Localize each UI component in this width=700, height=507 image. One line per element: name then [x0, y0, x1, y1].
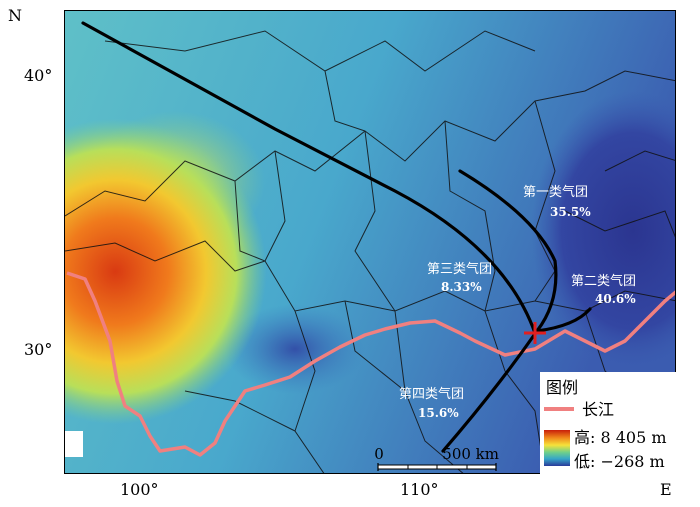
cluster-4-percent: 15.6% — [418, 406, 459, 420]
elevation-map: 第一类气团 35.5% 第二类气团 40.6% 第三类气团 8.33% 第四类气… — [65, 11, 675, 473]
cluster-4-name: 第四类气团 — [399, 386, 464, 402]
legend-river-label: 长江 — [582, 400, 615, 419]
trajectory-cluster-4 — [441, 329, 539, 453]
scale-bar: 0 500 km — [375, 445, 499, 471]
cluster-3-name: 第三类气团 — [427, 261, 492, 277]
cluster-1-name: 第一类气团 — [523, 184, 588, 200]
terrain-plateau — [65, 51, 485, 473]
cluster-labels: 第一类气团 35.5% 第二类气团 40.6% 第三类气团 8.33% 第四类气… — [399, 184, 636, 420]
scale-bar-start: 0 — [375, 445, 384, 463]
trajectory-cluster-2 — [535, 307, 592, 333]
legend: 图例 长江 高: 8 405 m 低: −268 m — [540, 372, 676, 474]
cluster-2-percent: 40.6% — [595, 292, 636, 306]
scale-bar-end: 500 km — [442, 445, 499, 463]
legend-low-label: 低: −268 m — [574, 452, 665, 471]
legend-title: 图例 — [546, 378, 579, 397]
legend-river-swatch — [544, 407, 574, 411]
north-label: N — [8, 6, 22, 25]
cluster-3-percent: 8.33% — [441, 280, 482, 294]
inset-square — [65, 431, 83, 457]
cluster-2-name: 第二类气团 — [571, 273, 636, 289]
lat-40-label: 40° — [24, 66, 53, 85]
trajectory-cluster-3 — [81, 21, 537, 335]
lon-110-label: 110° — [400, 480, 439, 499]
legend-high-label: 高: 8 405 m — [574, 428, 667, 447]
map-frame: 第一类气团 35.5% 第二类气团 40.6% 第三类气团 8.33% 第四类气… — [64, 10, 676, 474]
lat-30-label: 30° — [24, 340, 53, 359]
lon-100-label: 100° — [120, 480, 159, 499]
trajectory-cluster-1 — [458, 169, 558, 333]
legend-elevation-ramp — [544, 430, 570, 466]
east-label: E — [660, 480, 672, 499]
cluster-1-percent: 35.5% — [550, 205, 591, 219]
site-marker — [524, 322, 546, 344]
trajectories — [81, 21, 592, 453]
yangtze-river — [66, 271, 675, 457]
